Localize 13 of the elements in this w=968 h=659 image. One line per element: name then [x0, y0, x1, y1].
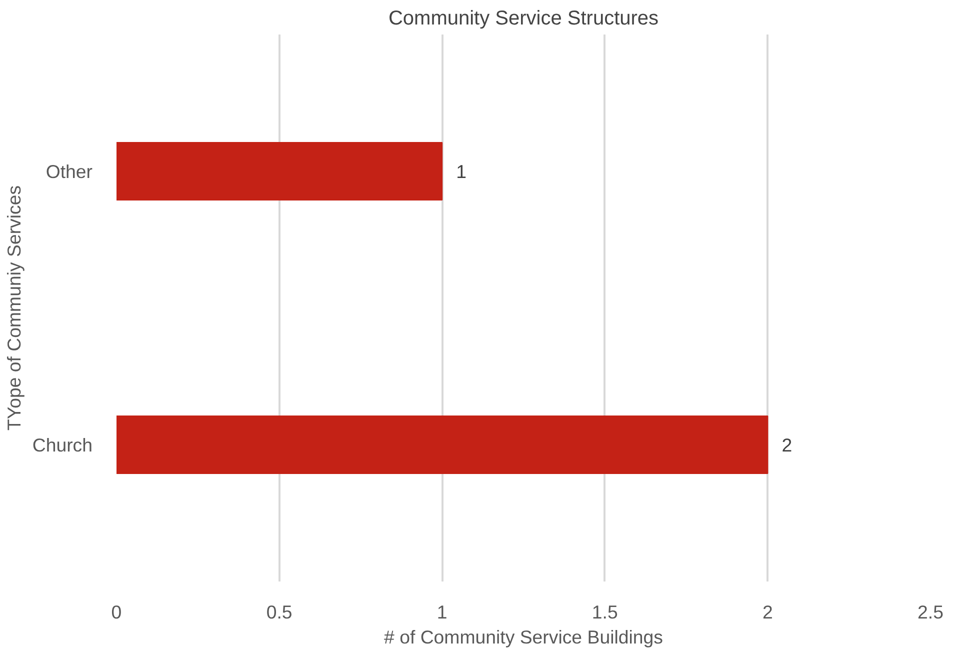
- data-label: 2: [782, 434, 792, 456]
- x-tick-label: 0.5: [266, 602, 292, 622]
- x-tick-label: 2: [762, 602, 773, 622]
- x-tick-label: 1.5: [592, 602, 618, 622]
- data-label: 1: [456, 160, 466, 182]
- x-tick-label: 0: [111, 602, 122, 622]
- y-tick-label: Other: [46, 160, 93, 182]
- x-tick-label: 1: [436, 602, 448, 622]
- x-axis-title: # of Community Service Buildings: [384, 626, 663, 648]
- x-tick-label: 2.5: [918, 602, 944, 622]
- y-tick-label: Church: [32, 434, 93, 456]
- chart-title: Community Service Structures: [388, 8, 659, 30]
- y-axis-title: TYope of Communiy Services: [3, 185, 24, 431]
